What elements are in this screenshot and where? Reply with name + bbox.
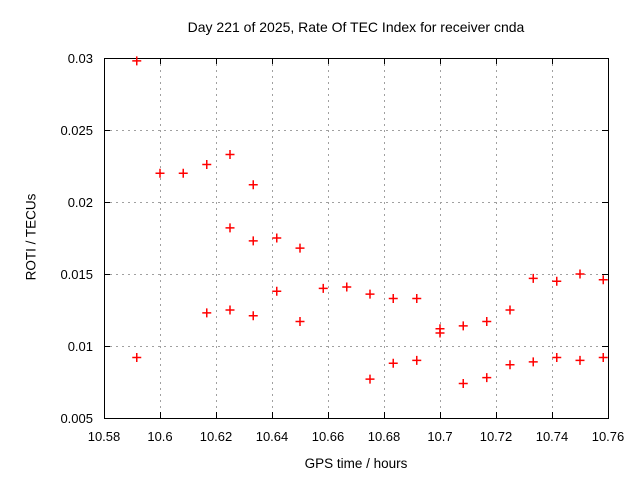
data-points bbox=[132, 56, 608, 388]
data-point-marker bbox=[295, 243, 305, 253]
axis-tick-marks bbox=[104, 58, 609, 419]
y-tick-label: 0.03 bbox=[67, 50, 93, 66]
data-point-marker bbox=[575, 269, 585, 279]
data-point-marker bbox=[412, 293, 422, 303]
data-point-marker bbox=[178, 168, 188, 178]
x-tick-label: 10.6 bbox=[147, 429, 173, 444]
data-point-marker bbox=[435, 328, 445, 338]
data-point-marker bbox=[272, 286, 282, 296]
x-axis-title: GPS time / hours bbox=[304, 456, 408, 471]
data-point-marker bbox=[248, 180, 258, 190]
data-point-marker bbox=[575, 355, 585, 365]
x-tick-label: 10.68 bbox=[367, 429, 401, 444]
x-tick-label: 10.76 bbox=[591, 429, 625, 444]
data-point-marker bbox=[248, 236, 258, 246]
axis-border bbox=[104, 58, 609, 419]
data-point-marker bbox=[552, 276, 562, 286]
data-point-marker bbox=[505, 360, 515, 370]
data-point-marker bbox=[458, 378, 468, 388]
data-point-marker bbox=[482, 317, 492, 327]
x-tick-label: 10.62 bbox=[199, 429, 233, 444]
x-tick-label: 10.66 bbox=[311, 429, 345, 444]
y-tick-label: 0.01 bbox=[67, 338, 93, 354]
data-point-marker bbox=[412, 355, 422, 365]
data-point-marker bbox=[225, 305, 235, 315]
data-point-marker bbox=[482, 373, 492, 383]
data-point-marker bbox=[365, 289, 375, 299]
data-point-marker bbox=[225, 149, 235, 159]
data-point-marker bbox=[365, 374, 375, 384]
data-point-marker bbox=[552, 353, 562, 363]
data-point-marker bbox=[505, 305, 515, 315]
data-point-marker bbox=[458, 321, 468, 331]
y-tick-label: 0.015 bbox=[60, 266, 93, 282]
data-point-marker bbox=[202, 308, 212, 318]
data-point-marker bbox=[342, 282, 352, 292]
data-point-marker bbox=[132, 353, 142, 363]
x-tick-label: 10.7 bbox=[427, 429, 453, 444]
data-point-marker bbox=[318, 283, 328, 293]
data-point-marker bbox=[248, 311, 258, 321]
data-point-marker bbox=[388, 358, 398, 368]
data-point-marker bbox=[132, 56, 142, 66]
y-tick-label: 0.005 bbox=[60, 410, 93, 426]
x-tick-label: 10.72 bbox=[479, 429, 513, 444]
data-point-marker bbox=[528, 357, 538, 367]
data-point-marker bbox=[528, 273, 538, 283]
data-point-marker bbox=[598, 353, 608, 363]
data-point-marker bbox=[202, 160, 212, 170]
data-point-marker bbox=[295, 317, 305, 327]
y-tick-label: 0.02 bbox=[67, 194, 93, 210]
chart-title: Day 221 of 2025, Rate Of TEC Index for r… bbox=[187, 19, 525, 35]
x-tick-label: 10.64 bbox=[255, 429, 289, 444]
data-point-marker bbox=[598, 275, 608, 285]
x-tick-label: 10.58 bbox=[87, 429, 121, 444]
grid-lines bbox=[104, 58, 608, 418]
data-point-marker bbox=[388, 293, 398, 303]
y-tick-label: 0.025 bbox=[60, 122, 93, 138]
plot-border bbox=[104, 58, 609, 419]
data-point-marker bbox=[155, 168, 165, 178]
x-tick-label: 10.74 bbox=[535, 429, 569, 444]
data-point-marker bbox=[272, 233, 282, 243]
data-point-marker bbox=[225, 223, 235, 233]
